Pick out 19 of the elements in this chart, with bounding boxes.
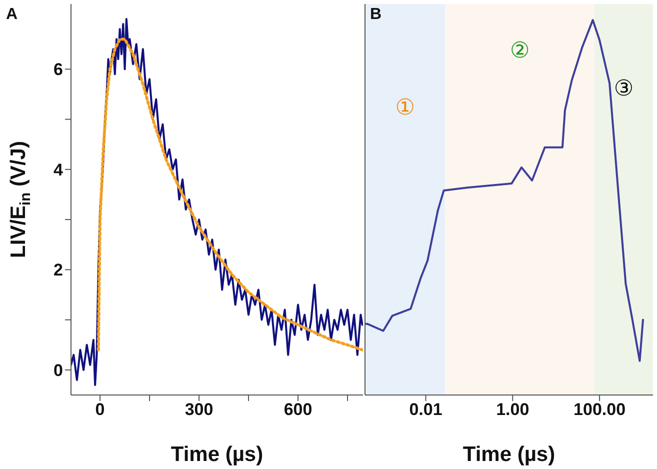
x-tick-label: 300: [184, 400, 214, 420]
x-tick-label: 1.00: [496, 400, 530, 420]
line-series: [71, 18, 363, 386]
line-series: [96, 38, 363, 352]
chart-title: B: [370, 6, 382, 24]
band-label: ①: [395, 96, 415, 121]
x-tick-label: 600: [284, 400, 312, 420]
x-tick-label: 0: [95, 400, 105, 420]
x-axis-title: Time (µs): [462, 443, 556, 466]
y-tick-label: 4: [54, 160, 64, 180]
y-tick-label: 6: [54, 60, 63, 80]
x-tick-label: 100.00: [574, 400, 626, 420]
x-axis-title: Time (µs): [170, 443, 264, 466]
y-tick-label: 2: [54, 260, 63, 280]
band-label: ②: [510, 38, 530, 64]
band-label: ③: [614, 76, 634, 102]
y-tick-label: 0: [54, 360, 63, 380]
x-tick-label: 0.01: [409, 400, 442, 420]
chart-title: A: [6, 6, 18, 24]
